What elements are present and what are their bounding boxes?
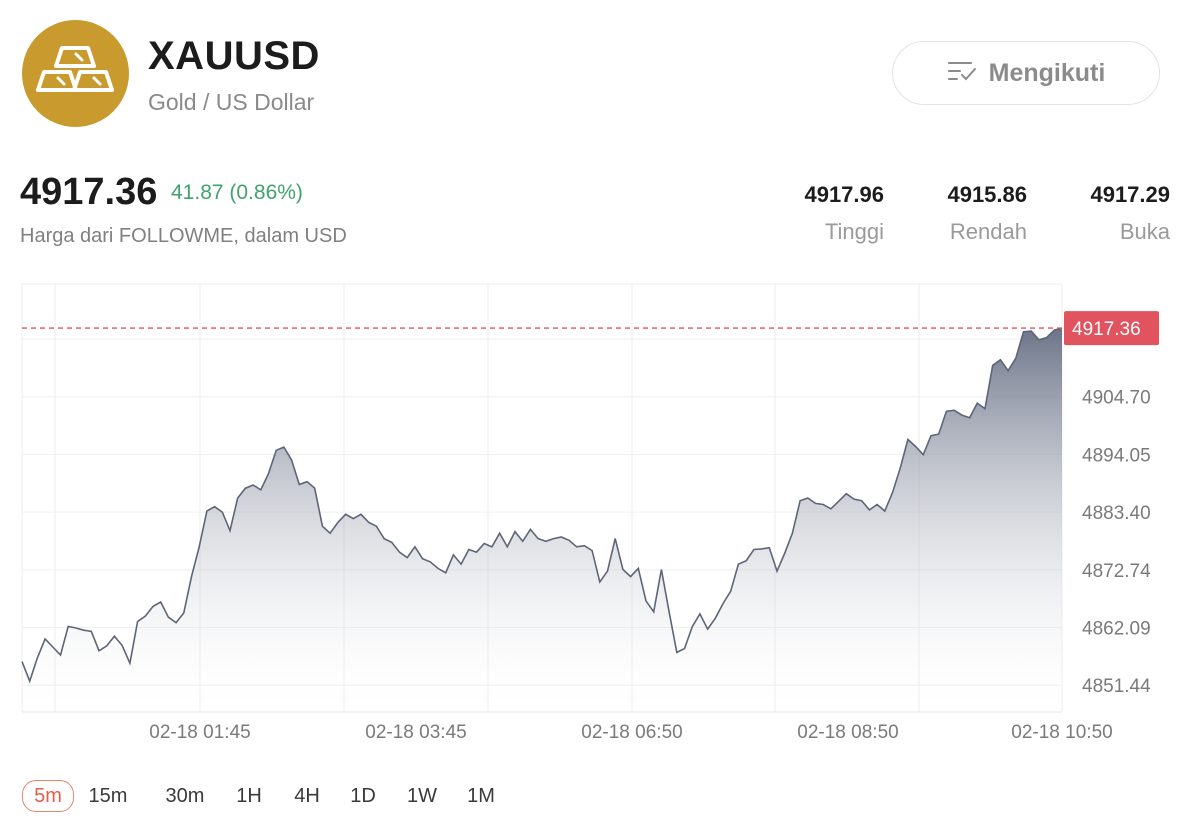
current-price: 4917.36	[20, 171, 158, 213]
timeframe-15m[interactable]: 15m	[88, 785, 128, 807]
x-tick-label: 02-18 01:45	[149, 722, 250, 743]
current-price-marker-label: 4917.36	[1072, 319, 1141, 340]
timeframe-30m[interactable]: 30m	[165, 785, 205, 807]
y-tick-label: 4904.70	[1082, 388, 1151, 409]
stat-low: 4915.86 Rendah	[947, 181, 1027, 246]
x-tick-label: 02-18 03:45	[365, 722, 466, 743]
gold-bars-icon	[22, 20, 129, 127]
timeframe-1w[interactable]: 1W	[407, 785, 437, 807]
x-tick-label: 02-18 08:50	[797, 722, 898, 743]
stat-open-value: 4917.29	[1090, 182, 1170, 207]
price-line	[21, 327, 1063, 684]
timeframe-5m[interactable]: 5m	[22, 780, 74, 812]
price-area	[22, 328, 1062, 712]
symbol-title: XAUUSD	[148, 34, 320, 78]
current-price-marker	[1064, 311, 1159, 346]
stat-open: 4917.29 Buka	[1090, 181, 1170, 246]
timeframe-4h[interactable]: 4H	[294, 785, 320, 807]
price-source-note: Harga dari FOLLOWME, dalam USD	[20, 225, 347, 247]
timeframe-1m[interactable]: 1M	[467, 785, 495, 807]
y-tick-label: 4872.74	[1082, 561, 1151, 582]
stat-open-label: Buka	[1119, 219, 1170, 244]
stat-low-value: 4915.86	[947, 182, 1027, 207]
stat-low-label: Rendah	[949, 219, 1027, 244]
x-tick-label: 02-18 06:50	[581, 722, 682, 743]
price-chart[interactable]: 4917.36 4904.70 4894.05 4883.40 4872.74 4862…	[0, 270, 1204, 750]
timeframe-1d[interactable]: 1D	[350, 785, 376, 807]
y-tick-label: 4851.44	[1082, 676, 1151, 697]
price-change: 41.87 (0.86%)	[171, 181, 303, 204]
stat-high-value: 4917.96	[804, 182, 884, 207]
follow-list-icon	[947, 59, 977, 88]
y-tick-label: 4883.40	[1082, 503, 1151, 524]
x-tick-label: 02-18 10:50	[1011, 722, 1112, 743]
stat-high: 4917.96 Tinggi	[804, 181, 884, 246]
y-tick-label: 4894.05	[1082, 445, 1151, 466]
follow-button-label: Mengikuti	[988, 58, 1106, 87]
follow-button[interactable]: Mengikuti	[892, 41, 1160, 105]
timeframe-1h[interactable]: 1H	[236, 785, 262, 807]
y-tick-label: 4862.09	[1082, 619, 1151, 640]
stat-high-label: Tinggi	[824, 219, 884, 244]
symbol-fullname: Gold / US Dollar	[148, 89, 315, 115]
